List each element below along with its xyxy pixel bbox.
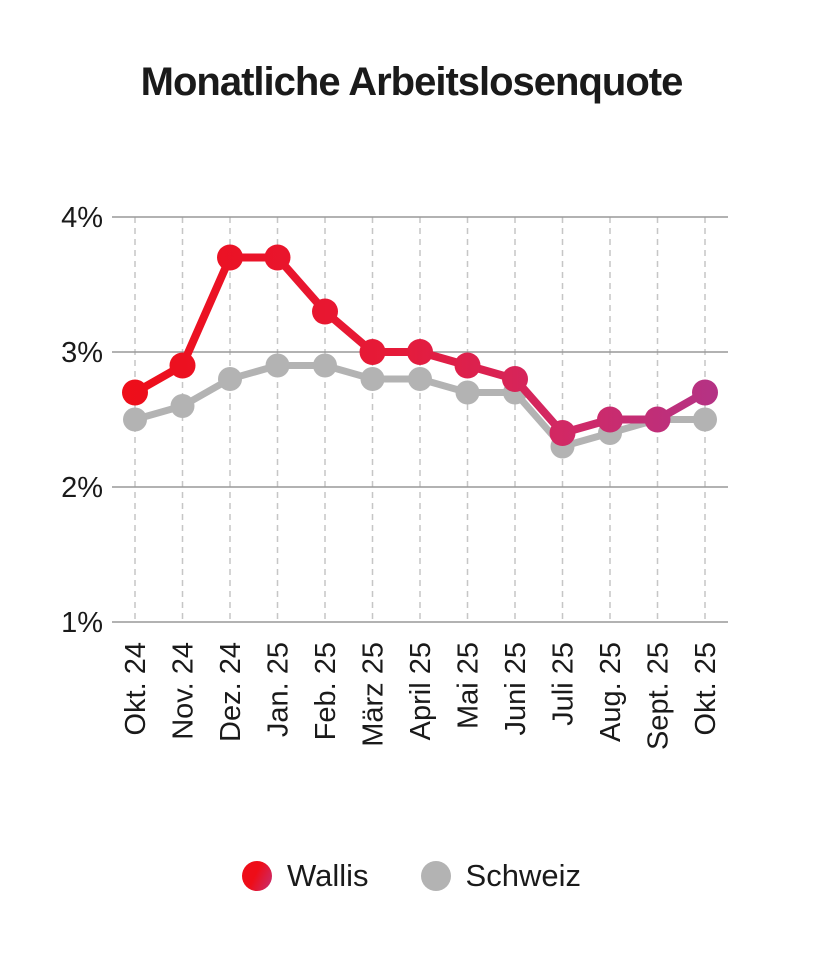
schweiz-data-point bbox=[693, 407, 717, 432]
wallis-data-point bbox=[502, 366, 528, 392]
y-axis-label: 1% bbox=[61, 607, 103, 639]
x-axis-label: Okt. 25 bbox=[690, 642, 722, 736]
wallis-data-point bbox=[692, 379, 718, 406]
schweiz-data-point bbox=[360, 367, 385, 391]
x-axis-label: Nov. 24 bbox=[168, 642, 200, 740]
y-axis-label: 4% bbox=[61, 202, 103, 234]
y-axis-label: 2% bbox=[61, 472, 103, 504]
wallis-data-point bbox=[169, 352, 196, 379]
schweiz-data-point bbox=[408, 367, 432, 391]
schweiz-data-point bbox=[455, 380, 480, 405]
legend-item-schweiz: Schweiz bbox=[420, 858, 581, 894]
wallis-series-dot-icon bbox=[242, 861, 273, 891]
y-axis-label: 3% bbox=[61, 337, 103, 369]
wallis-data-point bbox=[454, 352, 481, 379]
wallis-data-point bbox=[549, 420, 576, 446]
wallis-data-point bbox=[407, 339, 433, 365]
schweiz-data-point bbox=[218, 367, 242, 391]
schweiz-data-point bbox=[265, 353, 290, 378]
x-axis-label: Okt. 24 bbox=[120, 642, 152, 736]
x-axis-label: Feb. 25 bbox=[310, 642, 342, 740]
schweiz-data-point bbox=[313, 353, 337, 378]
wallis-data-point bbox=[217, 244, 243, 271]
schweiz-data-point bbox=[170, 394, 195, 418]
x-axis-label: Jan. 25 bbox=[263, 642, 295, 737]
wallis-data-point bbox=[122, 379, 148, 406]
chart-legend: Wallis Schweiz bbox=[0, 858, 823, 894]
wallis-data-point bbox=[597, 406, 623, 433]
legend-label-wallis: Wallis bbox=[287, 858, 369, 893]
wallis-data-point bbox=[359, 339, 386, 365]
wallis-data-point bbox=[264, 244, 291, 271]
wallis-data-point bbox=[312, 298, 338, 325]
x-axis-label: Juni 25 bbox=[500, 642, 532, 736]
legend-label-schweiz: Schweiz bbox=[465, 858, 581, 893]
x-axis-label: April 25 bbox=[405, 642, 437, 740]
wallis-data-point bbox=[644, 406, 671, 433]
x-axis-label: Dez. 24 bbox=[215, 642, 247, 742]
x-axis-label: Juli 25 bbox=[548, 642, 580, 726]
schweiz-data-point bbox=[123, 407, 147, 432]
x-axis-label: März 25 bbox=[358, 642, 390, 747]
chart-title: Monatliche Arbeitslosenquote bbox=[140, 60, 684, 104]
legend-item-wallis: Wallis bbox=[242, 858, 369, 894]
x-axis-label: Sept. 25 bbox=[643, 642, 675, 750]
schweiz-series-dot-icon bbox=[420, 861, 451, 891]
x-axis-label: Aug. 25 bbox=[595, 642, 627, 742]
x-axis-label: Mai 25 bbox=[453, 642, 485, 729]
